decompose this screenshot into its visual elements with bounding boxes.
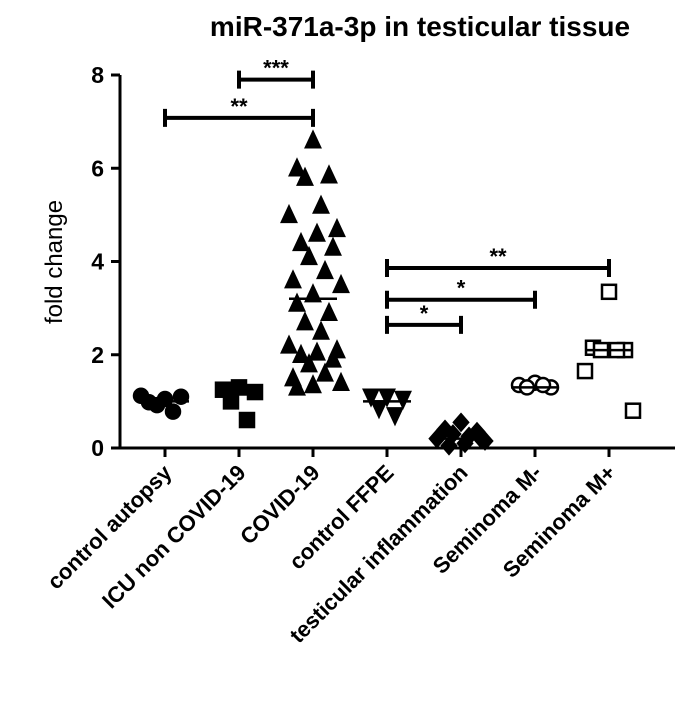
data-point: [296, 166, 314, 186]
significance-label: **: [230, 94, 248, 119]
data-point: [292, 231, 310, 252]
data-point: [370, 400, 388, 420]
chart-title: miR-371a-3p in testicular tissue: [210, 11, 630, 42]
data-point: [534, 376, 552, 394]
y-tick-label: 0: [91, 435, 104, 461]
data-point: [452, 412, 470, 433]
y-tick-label: 2: [91, 342, 104, 368]
data-point: [312, 320, 330, 340]
y-tick-label: 4: [91, 249, 104, 275]
data-point: [328, 217, 346, 238]
data-point: [288, 376, 306, 396]
significance-bracket: [385, 259, 611, 278]
data-point: [132, 387, 150, 405]
significance-label: **: [489, 244, 507, 269]
y-tick-label: 6: [91, 155, 104, 181]
data-point: [304, 374, 322, 394]
data-point: [308, 222, 326, 242]
data-point: [316, 259, 334, 280]
data-point: [246, 383, 264, 401]
x-tick-label: ICU non COVID-19: [97, 460, 250, 613]
y-tick-label: 8: [91, 62, 104, 88]
significance-label: *: [420, 301, 429, 326]
data-point: [600, 283, 618, 301]
significance-bracket: [163, 108, 315, 127]
y-axis-label: fold change: [41, 200, 68, 324]
data-point: [362, 388, 380, 408]
data-point: [222, 393, 240, 410]
data-point: [320, 164, 338, 184]
data-point: [296, 311, 314, 331]
data-point: [288, 292, 306, 312]
data-point: [292, 343, 310, 363]
data-point: [308, 341, 326, 361]
data-point: [288, 157, 306, 177]
data-point: [440, 435, 458, 456]
data-point: [576, 362, 594, 380]
significance-bracket: [385, 315, 463, 334]
data-point: [378, 388, 396, 408]
data-point: [280, 334, 298, 354]
data-point: [394, 390, 412, 410]
data-point: [624, 402, 642, 419]
data-point: [304, 283, 322, 303]
x-tick-label: control autopsy: [42, 459, 177, 594]
significance-bracket: [237, 70, 315, 89]
significance-label: ***: [263, 56, 289, 81]
data-point: [238, 411, 256, 429]
data-point: [332, 371, 350, 391]
data-point: [164, 403, 182, 420]
data-point: [284, 269, 302, 289]
significance-label: *: [457, 276, 466, 301]
data-point: [280, 203, 298, 224]
data-point: [324, 236, 342, 256]
data-point: [230, 379, 248, 396]
significance-bracket: [385, 290, 537, 309]
data-point: [320, 301, 338, 322]
data-point: [324, 348, 342, 368]
data-point: [300, 245, 318, 266]
data-point: [304, 129, 322, 149]
data-point: [332, 273, 350, 294]
data-point: [312, 194, 330, 214]
data-point: [300, 353, 318, 373]
data-point: [316, 362, 334, 382]
data-point: [386, 407, 404, 427]
